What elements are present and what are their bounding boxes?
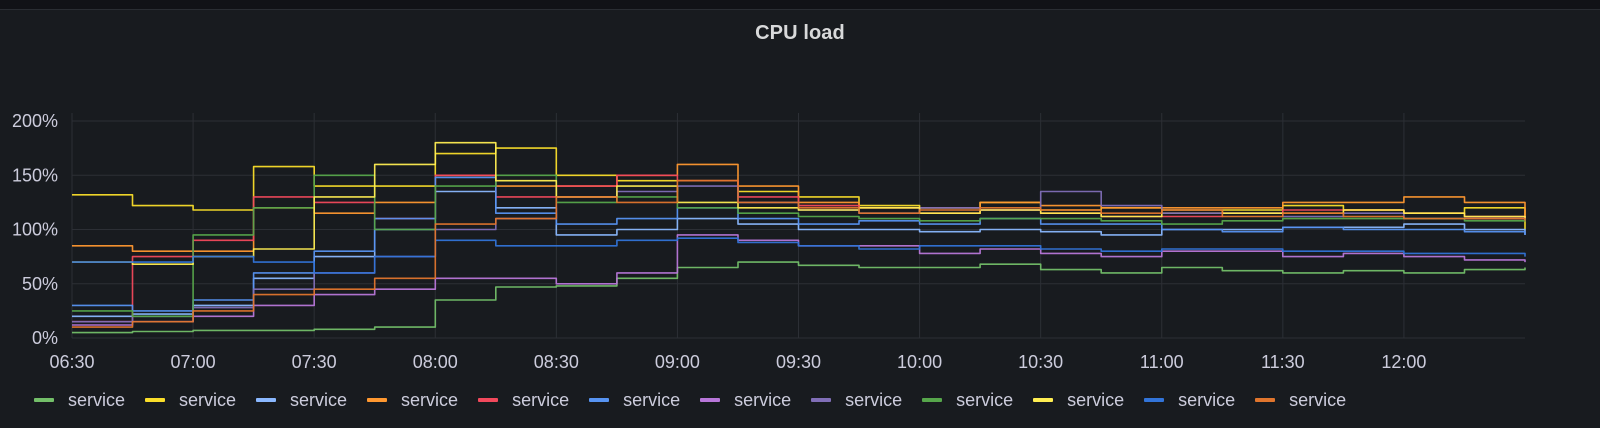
- legend-label: service: [1289, 389, 1347, 410]
- legend-item[interactable]: service: [1033, 390, 1124, 411]
- x-tick-label: 12:00: [1381, 352, 1426, 372]
- y-axis: 0% 50% 100% 150% 200%: [12, 111, 58, 348]
- panel-title[interactable]: CPU load: [755, 22, 845, 44]
- legend-label: service: [290, 389, 348, 410]
- legend-label: service: [845, 389, 903, 410]
- legend-swatch: [256, 398, 277, 402]
- legend-swatch: [145, 398, 166, 402]
- legend-item[interactable]: service: [1255, 390, 1346, 411]
- x-tick-label: 08:30: [534, 352, 579, 372]
- y-tick-label: 200%: [12, 111, 58, 131]
- legend-swatch: [367, 398, 388, 402]
- legend-swatch: [811, 398, 832, 402]
- x-tick-label: 11:30: [1261, 352, 1305, 372]
- legend-label: service: [512, 389, 570, 410]
- legend-label: service: [734, 389, 792, 410]
- legend-swatch: [1144, 398, 1165, 402]
- series-line[interactable]: [72, 174, 1526, 318]
- panel-top-border: [0, 0, 1600, 10]
- x-tick-label: 10:00: [897, 352, 942, 372]
- legend-label: service: [956, 389, 1014, 410]
- chart-plot[interactable]: 0% 50% 100% 150% 200% 06:30 07:00 07:30 08:00 08…: [0, 0, 1600, 380]
- legend-swatch: [589, 398, 610, 402]
- legend-item[interactable]: service: [478, 390, 569, 411]
- legend-item[interactable]: service: [145, 390, 236, 411]
- legend-item[interactable]: service: [922, 390, 1013, 411]
- legend-label: service: [1067, 389, 1125, 410]
- x-tick-label: 10:30: [1018, 352, 1063, 372]
- legend: service service service service service servi…: [34, 388, 1366, 412]
- y-tick-label: 150%: [12, 165, 58, 185]
- x-tick-label: 07:30: [292, 352, 337, 372]
- legend-label: service: [179, 389, 237, 410]
- x-tick-label: 07:00: [171, 352, 216, 372]
- legend-item[interactable]: service: [811, 390, 902, 411]
- legend-label: service: [401, 389, 459, 410]
- legend-item[interactable]: service: [700, 390, 791, 411]
- x-tick-label: 06:30: [49, 352, 94, 372]
- legend-label: service: [68, 389, 126, 410]
- legend-item[interactable]: service: [589, 390, 680, 411]
- x-tick-label: 09:30: [776, 352, 821, 372]
- legend-label: service: [623, 389, 681, 410]
- legend-swatch: [34, 398, 54, 402]
- x-tick-label: 11:00: [1140, 352, 1184, 372]
- y-tick-label: 50%: [22, 274, 58, 294]
- legend-swatch: [478, 398, 499, 402]
- legend-swatch: [1033, 398, 1054, 402]
- x-tick-label: 09:00: [655, 352, 700, 372]
- legend-label: service: [1178, 389, 1236, 410]
- series-line[interactable]: [72, 179, 1526, 328]
- legend-item[interactable]: service: [1144, 390, 1235, 411]
- legend-item[interactable]: service: [367, 390, 458, 411]
- legend-swatch: [1255, 398, 1276, 402]
- y-tick-label: 0%: [32, 328, 58, 348]
- legend-item[interactable]: service: [256, 390, 347, 411]
- legend-swatch: [700, 398, 721, 402]
- x-tick-label: 08:00: [413, 352, 458, 372]
- x-axis: 06:30 07:00 07:30 08:00 08:30 09:00 09:30 10:00…: [49, 352, 1426, 372]
- legend-swatch: [922, 398, 943, 402]
- series-lines[interactable]: [71, 141, 1526, 334]
- series-line[interactable]: [72, 176, 1526, 312]
- y-tick-label: 100%: [12, 220, 58, 240]
- legend-item[interactable]: service: [34, 390, 125, 411]
